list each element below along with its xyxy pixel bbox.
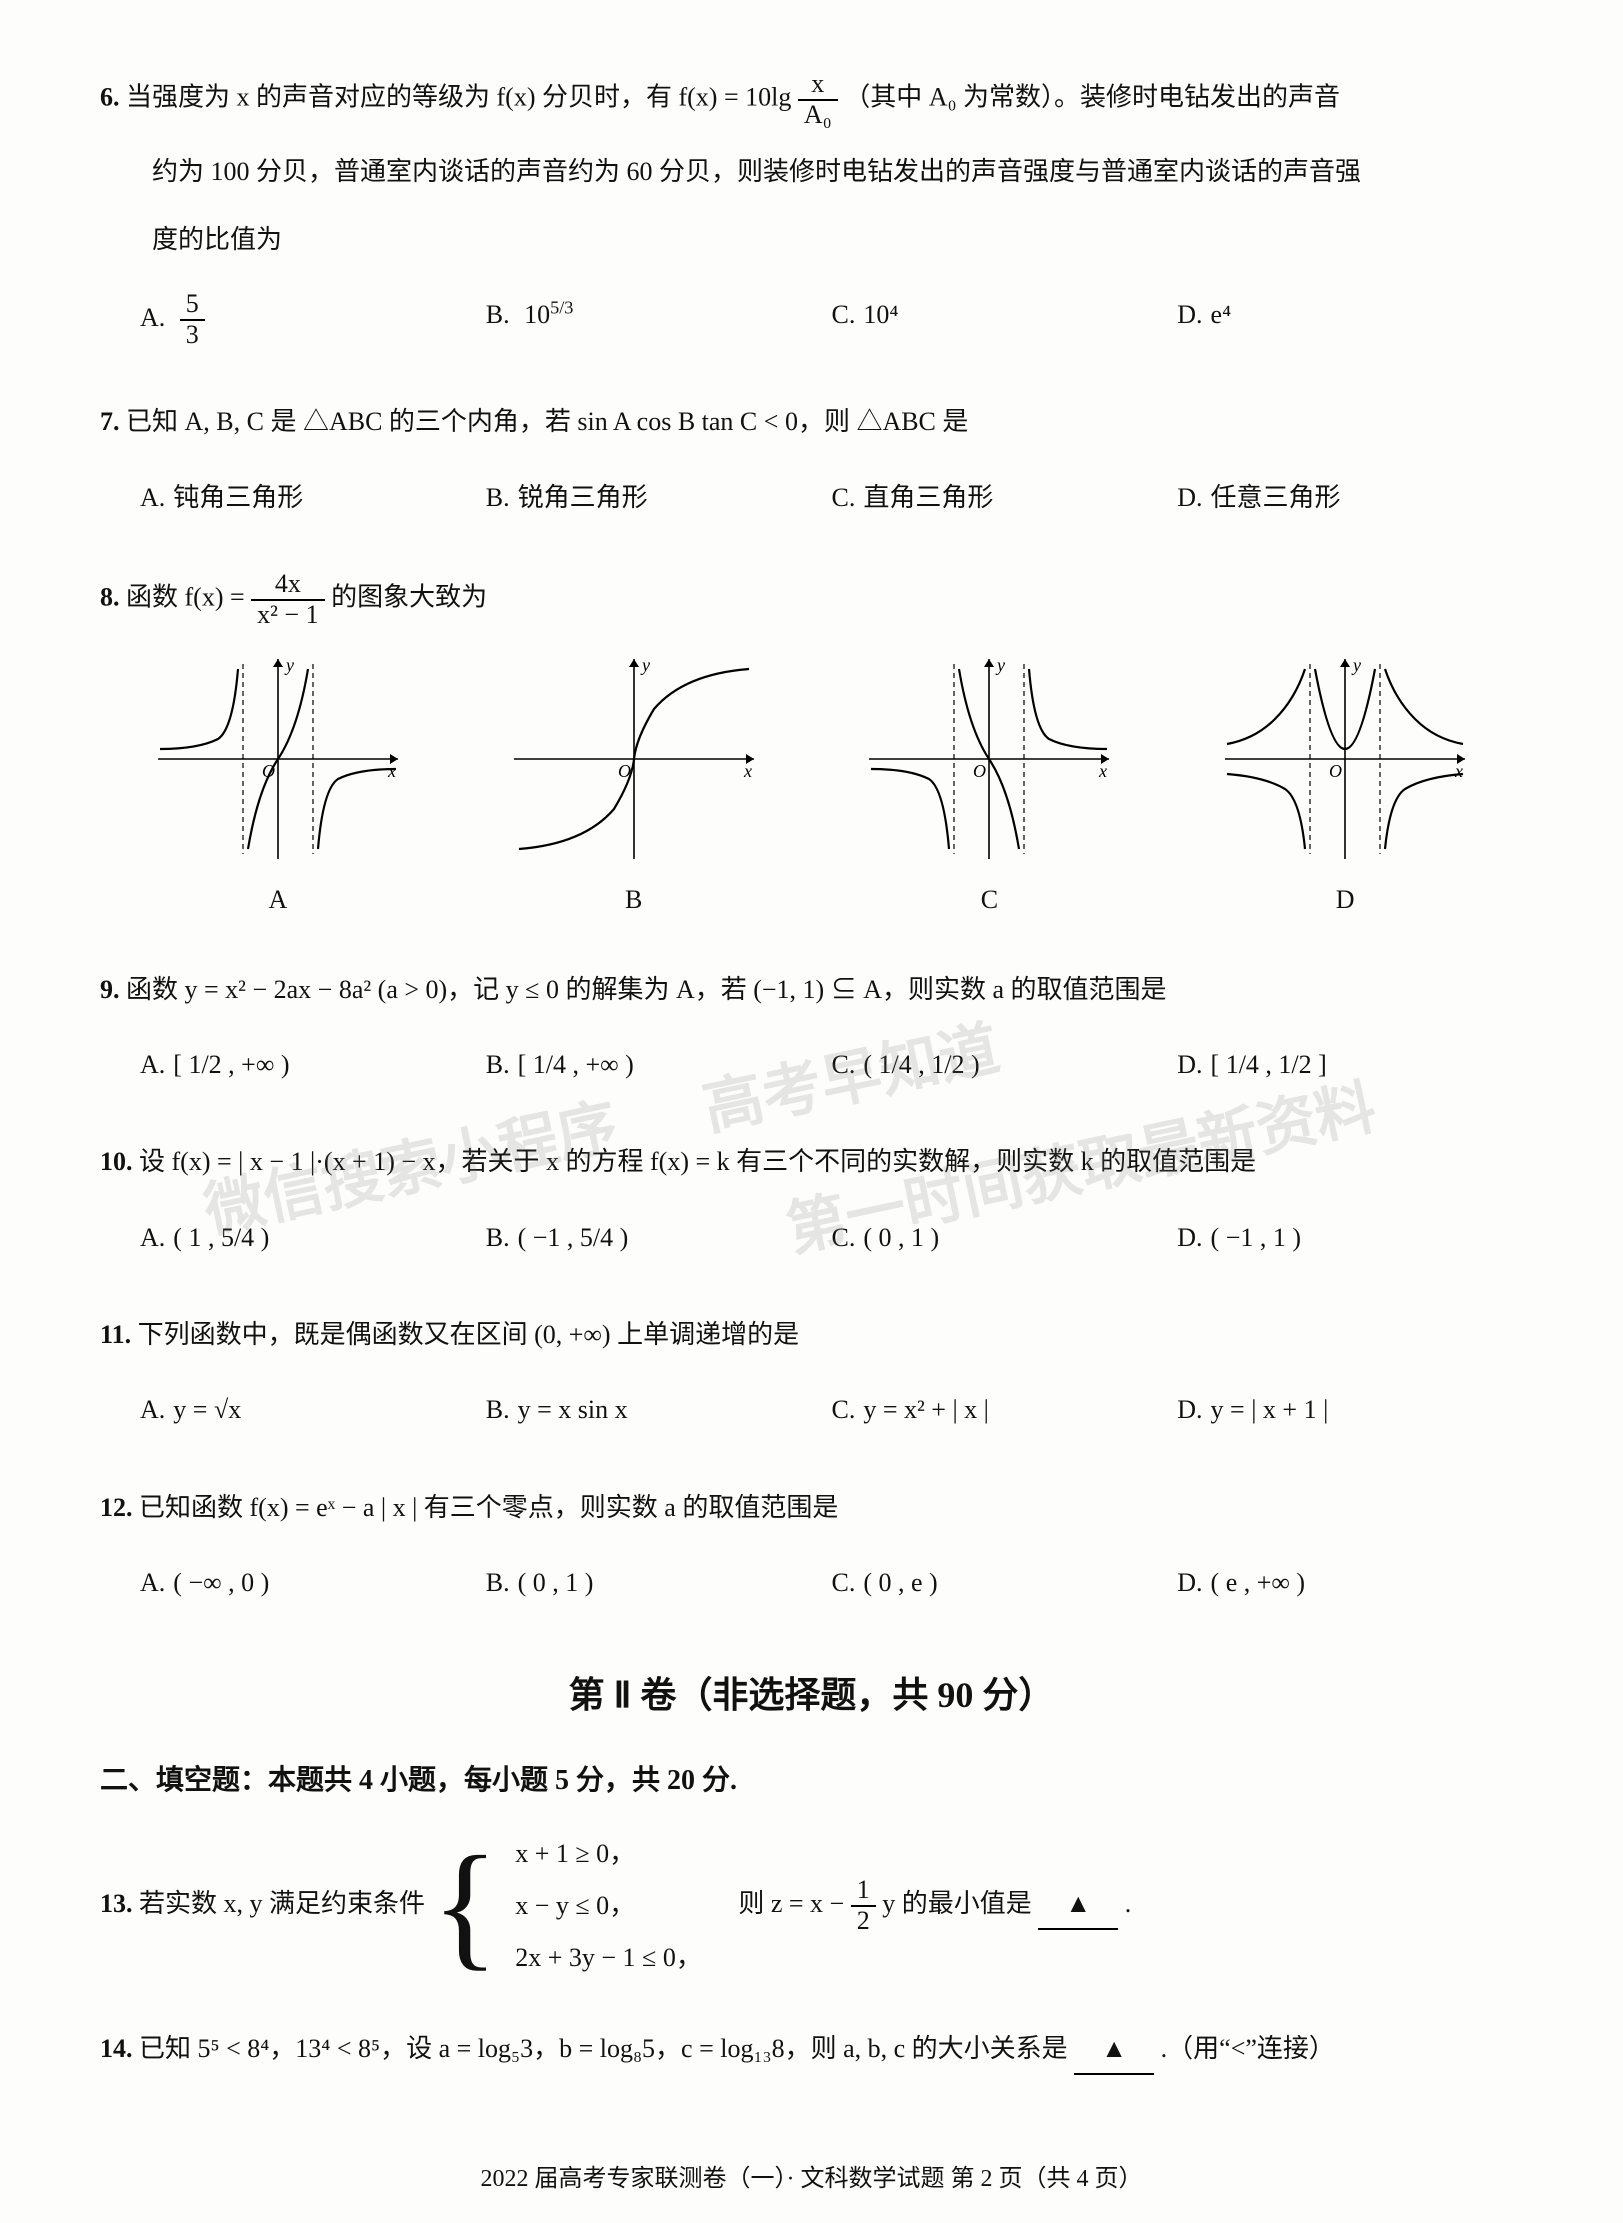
section-2-title: 第 Ⅱ 卷（非选择题，共 90 分） — [100, 1666, 1523, 1718]
q13-number: 13. — [100, 1889, 133, 1918]
question-13: 13. 若实数 x, y 满足约束条件 { x + 1 ≥ 0， x − y ≤… — [100, 1828, 1523, 1984]
question-9: 9. 函数 y = x² − 2ax − 8a² (a > 0)，记 y ≤ 0… — [100, 965, 1523, 1098]
q11-opt-B: B.y = x sin x — [486, 1377, 832, 1442]
question-12: 12. 已知函数 f(x) = eˣ − a | x | 有三个零点，则实数 a… — [100, 1483, 1523, 1616]
svg-text:y: y — [284, 655, 294, 675]
q13-blank: ▲ — [1038, 1879, 1118, 1930]
q6-opt-A: A. 53 — [140, 282, 486, 357]
q12-stem: 已知函数 f(x) = eˣ − a | x | 有三个零点，则实数 a 的取值… — [139, 1493, 838, 1522]
svg-text:O: O — [1329, 761, 1342, 781]
q14-text-b: .（用“<”连接） — [1161, 2034, 1335, 2063]
svg-text:O: O — [973, 761, 986, 781]
fill-heading: 二、填空题：本题共 4 小题，每小题 5 分，共 20 分. — [100, 1758, 1523, 1798]
question-10: 10. 设 f(x) = | x − 1 |·(x + 1) − x，若关于 x… — [100, 1137, 1523, 1270]
q7-options: A.钝角三角形 B.锐角三角形 C.直角三角形 D.任意三角形 — [100, 465, 1523, 530]
question-14: 14. 已知 5⁵ < 8⁴，13⁴ < 8⁵，设 a = log₅3，b = … — [100, 2024, 1523, 2075]
q9-stem: 函数 y = x² − 2ax − 8a² (a > 0)，记 y ≤ 0 的解… — [126, 975, 1167, 1004]
q7-opt-D: D.任意三角形 — [1177, 465, 1523, 530]
q13-text-b: 则 z = x − — [738, 1889, 850, 1918]
q13-system: x + 1 ≥ 0， x − y ≤ 0， 2x + 3y − 1 ≤ 0， — [505, 1828, 702, 1984]
q6-number: 6. — [100, 83, 120, 112]
q7-stem: 已知 A, B, C 是 △ABC 的三个内角，若 sin A cos B ta… — [126, 407, 968, 436]
q11-options: A.y = √x B.y = x sin x C.y = x² + | x | … — [100, 1377, 1523, 1442]
svg-text:y: y — [1351, 655, 1361, 675]
q10-opt-B: B.( −1 , 5/4 ) — [486, 1205, 832, 1270]
page-footer: 2022 届高考专家联测卷（一）· 文科数学试题 第 2 页（共 4 页） — [0, 2158, 1623, 2193]
q12-opt-B: B.( 0 , 1 ) — [486, 1550, 832, 1615]
q7-opt-A: A.钝角三角形 — [140, 465, 486, 530]
q8-number: 8. — [100, 583, 120, 612]
q6-opt-C: C.10⁴ — [832, 282, 1178, 357]
q11-opt-C: C.y = x² + | x | — [832, 1377, 1178, 1442]
q10-number: 10. — [100, 1147, 133, 1176]
q6-text-c: 约为 100 分贝，普通室内谈话的声音约为 60 分贝，则装修时电钻发出的声音强… — [100, 147, 1523, 196]
q14-text-a: 已知 5⁵ < 8⁴，13⁴ < 8⁵，设 a = log₅3，b = log₈… — [139, 2034, 1074, 2063]
svg-text:y: y — [995, 655, 1005, 675]
q9-number: 9. — [100, 975, 120, 1004]
q9-options: A.[ 1/2 , +∞ ) B.[ 1/4 , +∞ ) C.( 1/4 , … — [100, 1032, 1523, 1097]
q8-label-D: D — [1215, 875, 1475, 924]
q8-fraction: 4x x² − 1 — [251, 570, 324, 629]
question-8: 8. 函数 f(x) = 4x x² − 1 的图象大致为 — [100, 570, 1523, 925]
q6-stem: 6. 当强度为 x 的声音对应的等级为 f(x) 分贝时，有 f(x) = 10… — [100, 70, 1523, 129]
exam-page: 6. 当强度为 x 的声音对应的等级为 f(x) 分贝时，有 f(x) = 10… — [0, 0, 1623, 2223]
question-11: 11. 下列函数中，既是偶函数又在区间 (0, +∞) 上单调递增的是 A.y … — [100, 1310, 1523, 1443]
q10-options: A.( 1 , 5/4 ) B.( −1 , 5/4 ) C.( 0 , 1 )… — [100, 1205, 1523, 1270]
q7-number: 7. — [100, 407, 120, 436]
q8-label-B: B — [504, 875, 764, 924]
q11-number: 11. — [100, 1320, 131, 1349]
q6-text-d: 度的比值为 — [100, 215, 1523, 264]
q10-opt-D: D.( −1 , 1 ) — [1177, 1205, 1523, 1270]
q8-text-a: 函数 f(x) = — [126, 583, 251, 612]
svg-text:O: O — [618, 761, 631, 781]
q10-stem: 设 f(x) = | x − 1 |·(x + 1) − x，若关于 x 的方程… — [139, 1147, 1256, 1176]
q6-text-a: 当强度为 x 的声音对应的等级为 f(x) 分贝时，有 f(x) = 10lg — [126, 83, 798, 112]
svg-text:x: x — [1098, 761, 1107, 781]
svg-text:x: x — [387, 761, 396, 781]
q8-label-C: C — [859, 875, 1119, 924]
q9-opt-A: A.[ 1/2 , +∞ ) — [140, 1032, 486, 1097]
q12-opt-C: C.( 0 , e ) — [832, 1550, 1178, 1615]
q8-graph-D: x y O D — [1215, 649, 1475, 924]
q7-opt-B: B.锐角三角形 — [486, 465, 832, 530]
q8-text-b: 的图象大致为 — [331, 583, 487, 612]
question-7: 7. 已知 A, B, C 是 △ABC 的三个内角，若 sin A cos B… — [100, 397, 1523, 530]
svg-text:x: x — [743, 761, 752, 781]
brace-icon: { — [432, 1843, 499, 1969]
q13-text-c: y 的最小值是 — [882, 1889, 1038, 1918]
q6-options: A. 53 B. 105/3 C.10⁴ D.e⁴ — [100, 282, 1523, 357]
q9-opt-D: D.[ 1/4 , 1/2 ] — [1177, 1032, 1523, 1097]
q8-graph-A: x y O A — [148, 649, 408, 924]
q12-opt-D: D.( e , +∞ ) — [1177, 1550, 1523, 1615]
q9-opt-C: C.( 1/4 , 1/2 ) — [832, 1032, 1178, 1097]
q11-opt-A: A.y = √x — [140, 1377, 486, 1442]
q10-opt-C: C.( 0 , 1 ) — [832, 1205, 1178, 1270]
q10-opt-A: A.( 1 , 5/4 ) — [140, 1205, 486, 1270]
q12-options: A.( −∞ , 0 ) B.( 0 , 1 ) C.( 0 , e ) D.(… — [100, 1550, 1523, 1615]
q6-text-b: （其中 A₀ 为常数）。装修时电钻发出的声音 — [844, 83, 1340, 112]
q12-number: 12. — [100, 1493, 133, 1522]
q8-label-A: A — [148, 875, 408, 924]
q14-blank: ▲ — [1074, 2024, 1154, 2075]
q7-opt-C: C.直角三角形 — [832, 465, 1178, 530]
q6-opt-D: D.e⁴ — [1177, 282, 1523, 357]
q14-number: 14. — [100, 2034, 133, 2063]
q13-text-a: 若实数 x, y 满足约束条件 — [139, 1889, 432, 1918]
q9-opt-B: B.[ 1/4 , +∞ ) — [486, 1032, 832, 1097]
q11-opt-D: D.y = | x + 1 | — [1177, 1377, 1523, 1442]
q8-graphs: x y O A x y O B — [100, 649, 1523, 924]
q8-graph-B: x y O B — [504, 649, 764, 924]
svg-text:x: x — [1454, 761, 1463, 781]
q11-stem: 下列函数中，既是偶函数又在区间 (0, +∞) 上单调递增的是 — [138, 1320, 800, 1349]
q6-opt-B: B. 105/3 — [486, 282, 832, 357]
q12-opt-A: A.( −∞ , 0 ) — [140, 1550, 486, 1615]
svg-text:O: O — [262, 761, 275, 781]
svg-text:y: y — [640, 655, 650, 675]
q6-fraction: x A₀ — [798, 70, 838, 129]
q8-graph-C: x y O C — [859, 649, 1119, 924]
question-6: 6. 当强度为 x 的声音对应的等级为 f(x) 分贝时，有 f(x) = 10… — [100, 70, 1523, 357]
